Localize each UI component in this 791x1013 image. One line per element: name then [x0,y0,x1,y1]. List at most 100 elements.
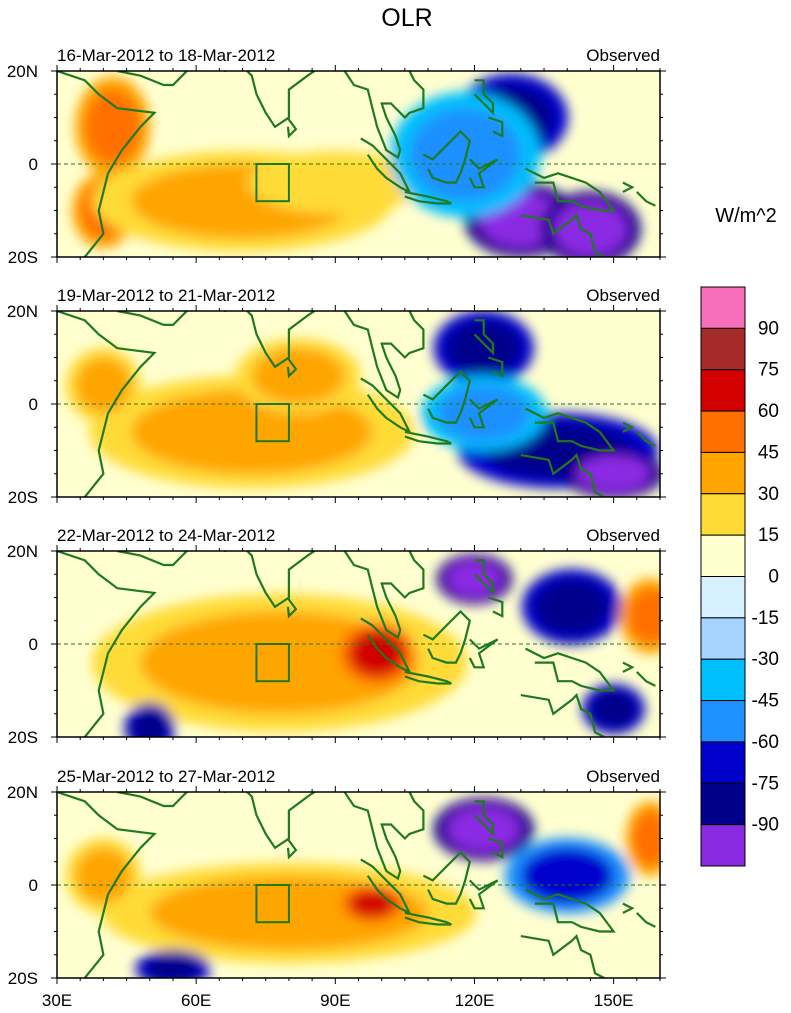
coastline [343,311,425,400]
colorbar-label: -45 [752,691,779,712]
coastline [404,670,452,685]
x-tick-label: 150E [594,991,634,1010]
colorbar-swatch [700,824,746,867]
anomaly-core [145,954,201,978]
y-tick-label: 20N [7,62,38,81]
colorbar-swatch [700,410,746,453]
colorbar-label: 90 [758,318,779,339]
y-tick-label: 20N [7,302,38,321]
coastline [525,647,616,692]
panel-date-range: 16-Mar-2012 to 18-Mar-2012 [57,46,275,65]
coastline [622,181,635,193]
x-tick-label: 30E [42,991,72,1010]
coastline [117,792,188,808]
anomaly-core [251,348,345,404]
anomaly-core [437,385,531,442]
x-tick-label: 90E [320,991,350,1010]
panel-tag: Observed [586,767,660,786]
reference-box [255,163,290,203]
colorbar-label: 15 [758,525,779,546]
colorbar-label: 60 [758,401,779,422]
colorbar-swatch [700,700,746,743]
coastline [468,158,499,189]
coastline [224,71,317,129]
anomaly-core [576,455,651,493]
y-tick-label: 20N [7,542,38,561]
anomaly-core [349,630,405,677]
coastline [57,551,157,737]
colorbar-swatch [700,493,746,536]
colorbar-swatch [700,617,746,660]
coastline [422,129,472,184]
coastline [404,911,452,926]
colorbar-swatch [700,534,746,578]
panel-date-range: 25-Mar-2012 to 27-Mar-2012 [57,767,275,786]
colorbar-swatch [700,658,746,702]
panel-tag: Observed [586,526,660,545]
anomaly-core [409,108,521,202]
coastline [488,596,504,618]
anomaly-core [520,847,614,904]
coastline [473,79,495,116]
y-tick-label: 0 [29,876,38,895]
colorbar-label: -90 [752,815,779,836]
coastline [488,356,504,378]
colorbar-label: -60 [752,732,779,753]
coastline [422,369,472,424]
panel-date-range: 19-Mar-2012 to 21-Mar-2012 [57,286,275,305]
coastline [525,407,616,452]
colorbar-label: -15 [752,608,779,629]
reference-box [255,884,290,924]
anomaly-core [534,578,609,635]
panels-group: 20N 0 20S 16-Mar-2012 to 18-Mar-2012 Observe… [7,46,666,988]
anomaly-core [270,159,401,206]
coastline [422,850,472,905]
colorbar-swatch [700,782,746,826]
anomaly-core [553,201,628,257]
coastline [520,934,605,978]
panel-tag: Observed [586,286,660,305]
coastline [404,430,452,445]
coastline [622,661,635,673]
y-tick-label: 0 [29,635,38,654]
anomaly-core [627,588,660,644]
y-tick-label: 20S [8,248,38,267]
coastline [473,559,495,596]
colorbar-swatch [700,369,746,412]
coastline [525,167,616,212]
coastline [286,838,298,860]
y-tick-label: 20N [7,783,38,802]
y-tick-label: 20S [8,969,38,988]
coastline [488,837,504,859]
coastline [520,693,605,737]
colorbar-swatch [700,327,746,371]
colorbar-label: 75 [758,360,779,381]
coastline [636,191,656,207]
coastline [520,213,605,257]
coastline [473,800,495,837]
coastline [422,609,472,664]
coastline [57,71,157,257]
map-panel: 20N 0 20S 25-Mar-2012 to 27-Mar-2012 Observe… [7,767,666,988]
coastline [525,888,616,933]
coastline [468,638,499,669]
anomaly-core [84,89,141,164]
map-panel: 20N 0 20S 19-Mar-2012 to 21-Mar-2012 Observe… [7,286,666,507]
anomaly-core [446,805,521,853]
colorbar-label: 30 [758,484,779,505]
x-tick-label: 60E [181,991,211,1010]
coastline [57,311,157,497]
coastline [404,190,452,205]
anomaly-core [75,357,132,414]
anomaly-core [75,847,132,904]
y-tick-label: 0 [29,395,38,414]
coastline [117,311,188,326]
coastline [468,398,499,429]
coastline [636,912,656,928]
map-panel: 20N 0 20S 22-Mar-2012 to 24-Mar-2012 Observe… [7,526,666,747]
coastline [224,792,317,850]
y-tick-label: 20S [8,728,38,747]
coastline [286,357,298,379]
panel-tag: Observed [586,46,660,65]
